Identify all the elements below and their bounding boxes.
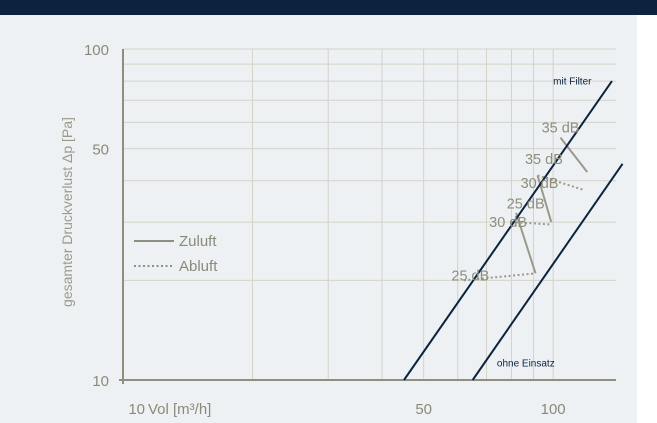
tick-labels: 10 50 100 10 50 100 [84,42,566,418]
abluft-level-line [511,221,552,226]
legend-abluft-label: Abluft [179,258,218,275]
series-line-ohne-einsatz [471,163,624,381]
sound-level-label: 30 dB [489,215,527,231]
y-axis-title: gesamter Druckverlust Δp [Pa] [59,117,75,307]
sound-level-label: 35 dB [542,120,580,136]
series-label: mit Filter [553,77,592,88]
x-tick-label: 10 [128,401,145,418]
y-tick-label: 10 [92,373,109,390]
x-tick-label: 50 [415,401,432,418]
x-tick-label: 100 [541,401,566,418]
sound-level-label: 25 dB [451,268,489,284]
chart-panel [0,15,637,423]
annotations: mit Filter ohne Einsatz 35 dB 35 dB 30 dB 25 … [451,77,592,370]
legend: Zuluft Abluft [134,233,218,275]
zuluft-level-line [559,136,588,173]
abluft-level-line [537,174,585,191]
series-label: ohne Einsatz [497,358,555,369]
y-tick-label: 100 [84,42,109,59]
axes [119,49,616,384]
sound-level-label: 25 dB [507,196,545,212]
sound-level-label: 30 dB [521,176,559,192]
x-axis-title: Vol [m³/h] [148,401,211,418]
series-line-mit-filter [403,80,613,381]
grid [123,48,616,380]
y-tick-label: 50 [92,142,109,159]
sound-level-lines [463,136,588,282]
zuluft-level-line [515,212,537,274]
sound-level-label: 35 dB [525,152,563,168]
series-lines [403,80,624,381]
abluft-level-line [463,272,536,282]
legend-zuluft-label: Zuluft [179,233,217,250]
top-banner [0,0,657,15]
